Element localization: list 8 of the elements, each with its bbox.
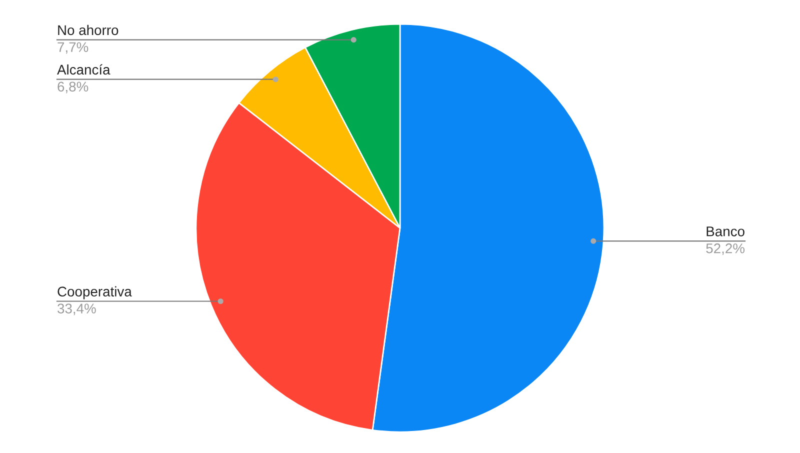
data-label: 33,4% — [58, 304, 96, 316]
slice-label: Cooperativa — [58, 286, 132, 300]
slice-label: Banco — [706, 226, 744, 236]
data-label: 52,2% — [706, 243, 745, 255]
slice-label: Alcancía — [57, 64, 110, 75]
data-label: 7,7% — [58, 42, 88, 54]
data-label: 6,8% — [58, 82, 88, 94]
slice-label: No ahorro — [58, 24, 118, 36]
